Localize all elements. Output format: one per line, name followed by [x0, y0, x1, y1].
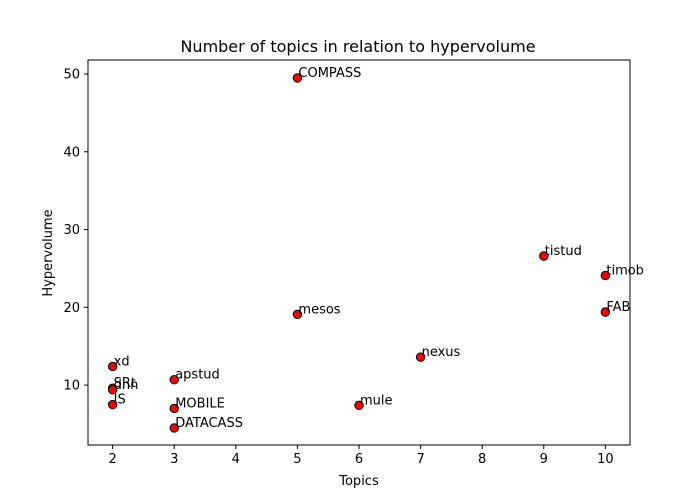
data-point-label: FAB — [606, 300, 630, 315]
data-point — [169, 423, 179, 433]
y-tick-label: 40 — [63, 145, 80, 160]
data-point — [539, 251, 549, 261]
data-point-label: nexus — [422, 345, 461, 360]
y-tick-label: 30 — [63, 223, 80, 238]
data-point-label: xd — [114, 354, 130, 369]
data-point-label: MOBILE — [175, 396, 225, 411]
y-axis-label: Hypervolume — [41, 209, 56, 296]
y-tick-label: 10 — [63, 379, 80, 394]
y-tick-label: 20 — [63, 301, 80, 316]
data-point — [354, 400, 364, 411]
x-tick-label: 9 — [540, 452, 548, 467]
data-point — [600, 270, 611, 281]
data-point-label: timob — [606, 263, 644, 278]
x-tick-label: 3 — [170, 452, 178, 467]
x-tick-label: 6 — [355, 452, 363, 467]
y-axis: 10 20 30 40 50 — [63, 68, 88, 394]
data-point — [169, 403, 179, 414]
data-point — [292, 309, 303, 320]
data-point-label: mesos — [298, 302, 340, 317]
data-labels: COMPASS tistud timob FAB mesos nexus xd apstud S… — [114, 66, 644, 431]
data-point — [292, 73, 303, 83]
data-point-label: mule — [360, 393, 393, 408]
data-point-label: tistud — [545, 244, 582, 259]
data-point — [107, 399, 118, 410]
x-axis-label: Topics — [338, 474, 379, 489]
data-point-label: DATACASS — [175, 416, 243, 431]
data-point — [415, 352, 426, 362]
data-point — [107, 385, 118, 395]
data-points — [107, 73, 611, 433]
data-point — [600, 307, 611, 317]
x-tick-label: 4 — [232, 452, 240, 467]
x-axis: 2 3 4 5 6 7 8 9 10 — [108, 445, 614, 467]
x-tick-label: 2 — [108, 452, 116, 467]
chart-title: Number of topics in relation to hypervol… — [180, 37, 535, 56]
data-point-label: SRt — [114, 376, 136, 391]
y-tick-label: 50 — [63, 68, 80, 83]
x-tick-label: 8 — [478, 452, 486, 467]
data-point-label: COMPASS — [298, 66, 361, 81]
data-point-label: apstud — [175, 368, 220, 383]
data-point — [169, 374, 179, 385]
x-tick-label: 10 — [597, 452, 614, 467]
data-point-label: dnn — [114, 378, 139, 393]
x-tick-label: 5 — [293, 452, 301, 467]
data-point — [107, 361, 118, 372]
x-tick-label: 7 — [416, 452, 424, 467]
data-point-label: IS — [114, 393, 126, 408]
